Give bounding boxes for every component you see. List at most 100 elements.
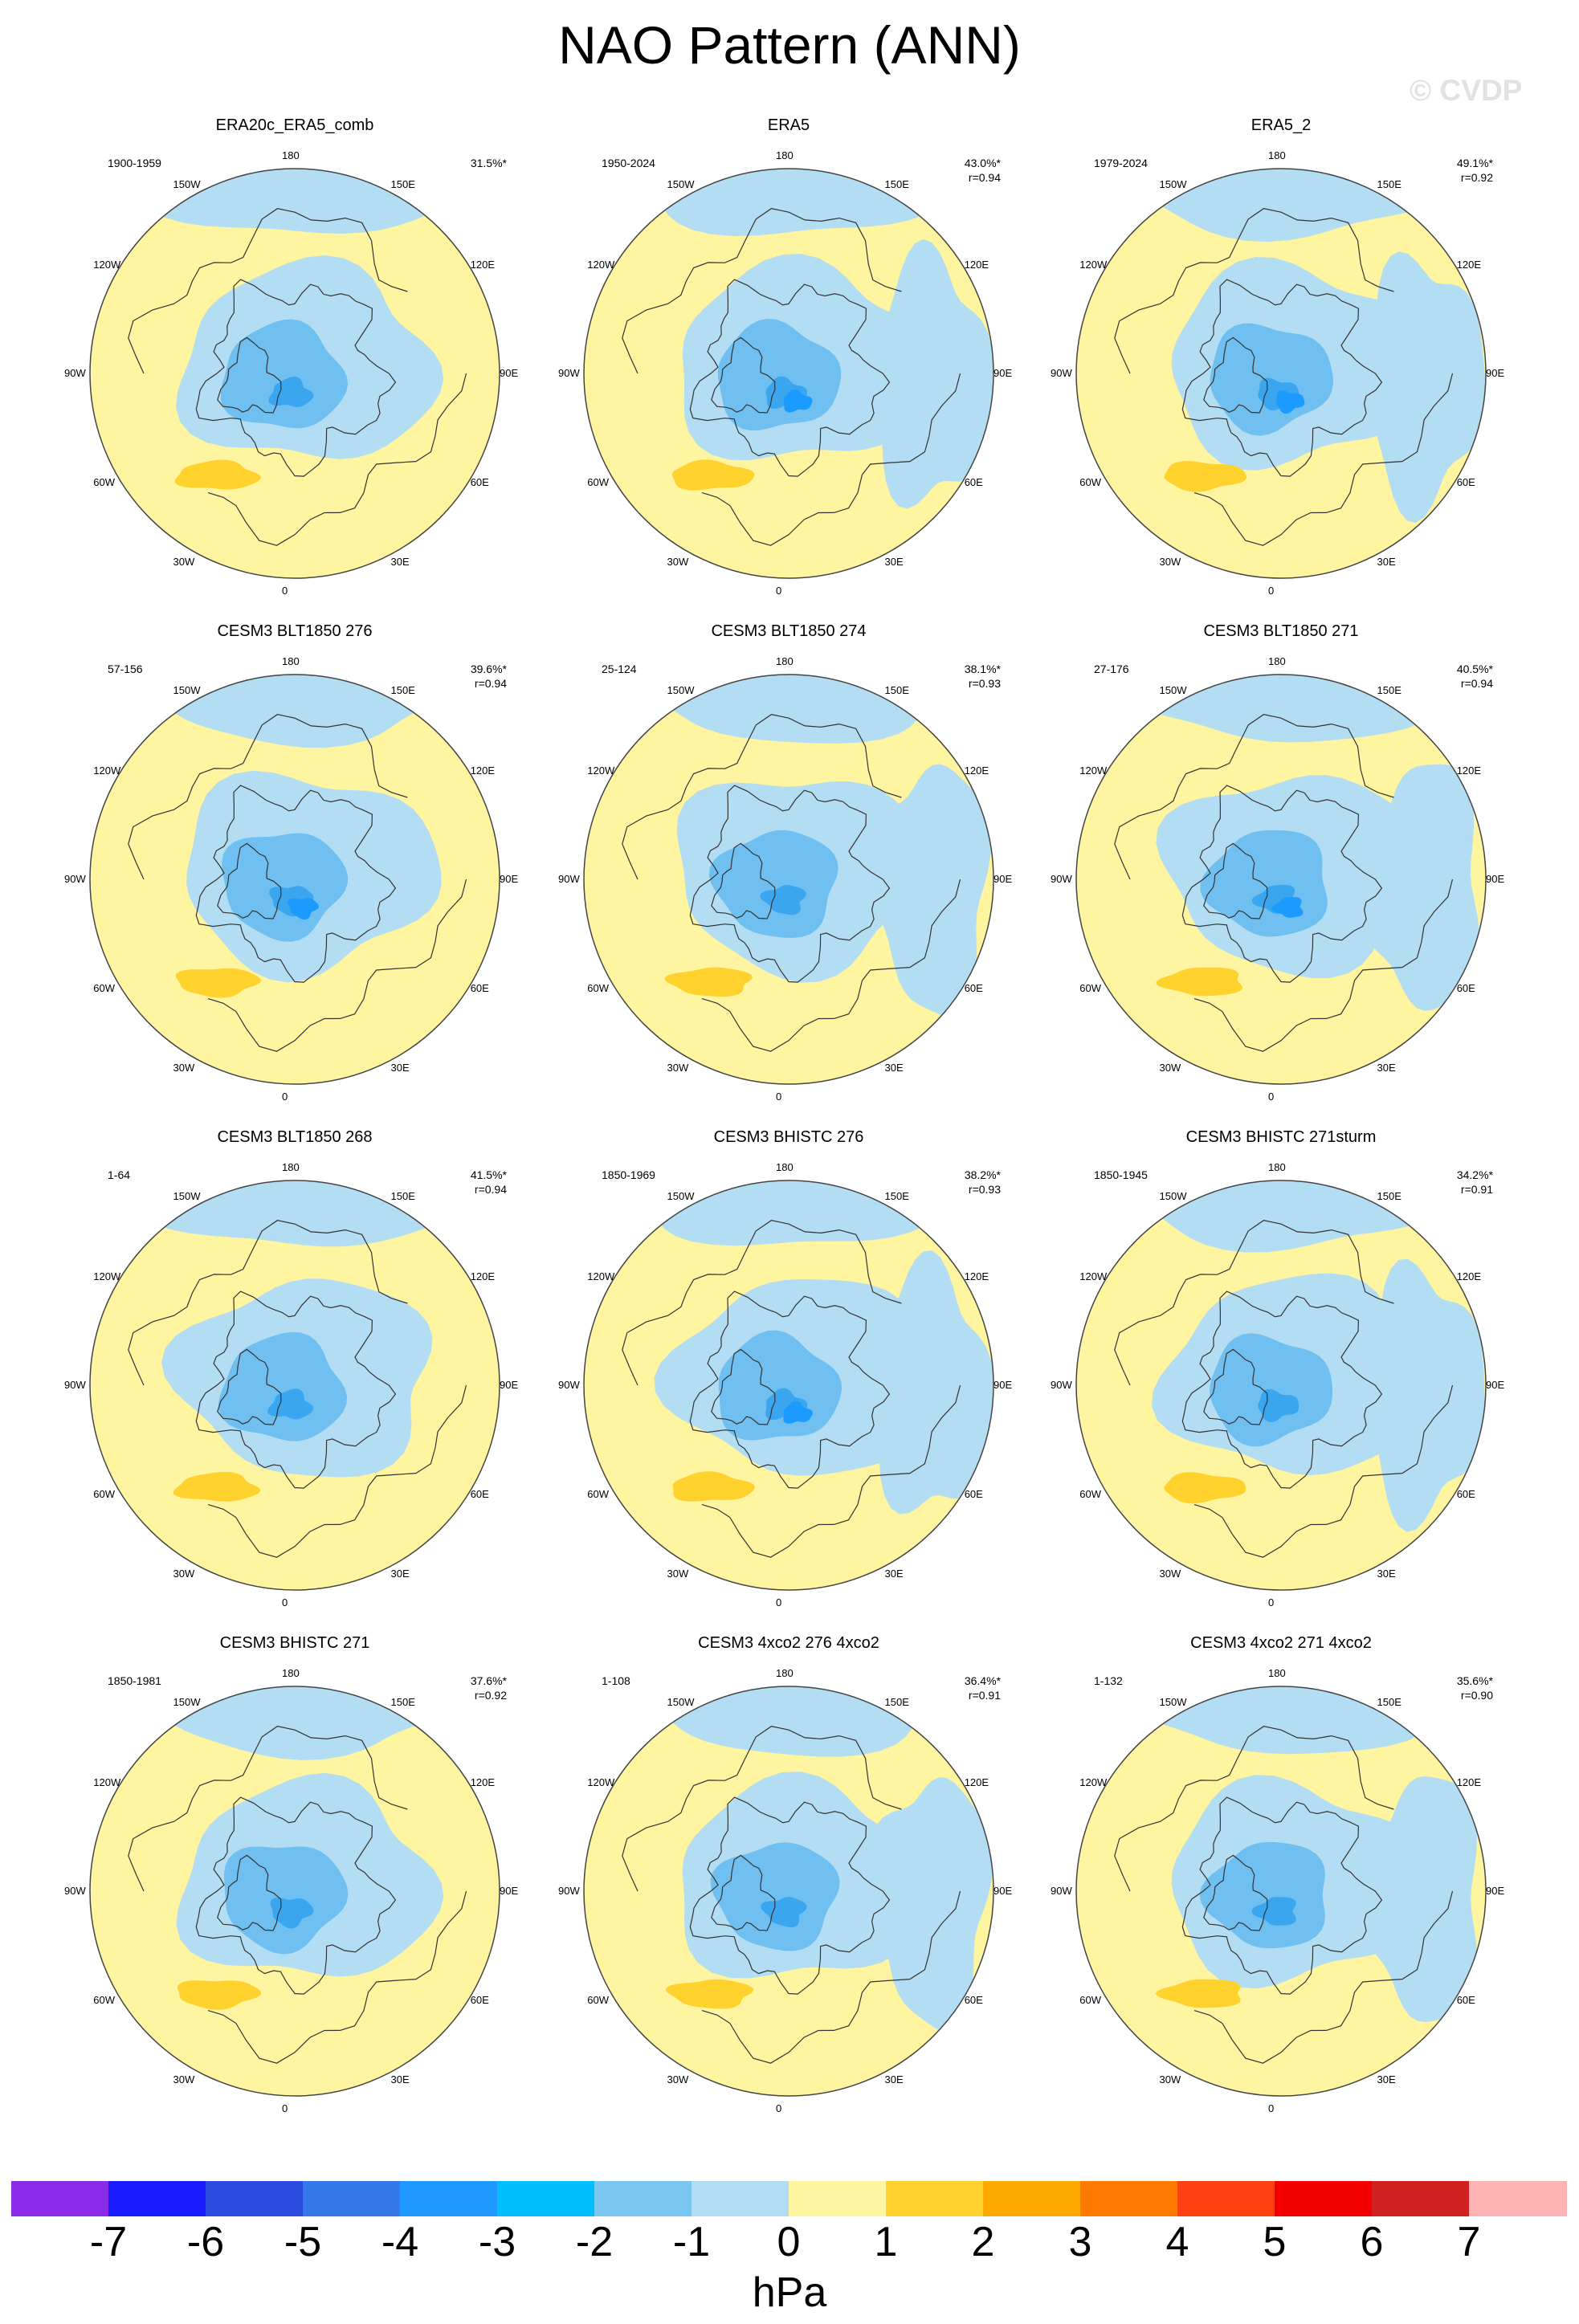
longitude-label: 0 bbox=[282, 1091, 288, 1103]
longitude-label: 150E bbox=[884, 178, 909, 191]
panel-correlation: r=0.92 bbox=[474, 1689, 507, 1702]
longitude-label: 120E bbox=[1456, 764, 1482, 777]
longitude-label: 90W bbox=[64, 873, 86, 885]
longitude-label: 0 bbox=[282, 585, 288, 597]
longitude-label: 180 bbox=[1268, 1161, 1286, 1173]
longitude-label: 120E bbox=[964, 764, 989, 777]
negative-anomaly-region bbox=[156, 1686, 467, 1760]
longitude-label: 150E bbox=[390, 1190, 415, 1203]
polar-map bbox=[1075, 674, 1487, 1085]
longitude-label: 60E bbox=[1456, 1993, 1475, 2006]
longitude-label: 120W bbox=[93, 764, 121, 777]
longitude-label: 30E bbox=[884, 555, 904, 568]
anomaly-minus3-region bbox=[267, 1388, 313, 1420]
colorbar-label: 2 bbox=[971, 2219, 995, 2265]
coastlines bbox=[622, 1726, 961, 2064]
colorbar-label: 6 bbox=[1360, 2219, 1384, 2265]
longitude-label: 60E bbox=[964, 1993, 983, 2006]
longitude-label: 180 bbox=[776, 1667, 794, 1679]
negative-anomaly-region bbox=[1117, 675, 1436, 743]
longitude-label: 150E bbox=[1377, 1696, 1402, 1709]
polar-map bbox=[1075, 168, 1487, 579]
colorbar-label: 3 bbox=[1068, 2219, 1092, 2265]
colorbar-label: -1 bbox=[672, 2219, 711, 2265]
longitude-label: 120E bbox=[470, 764, 496, 777]
anomaly-minus2-region bbox=[220, 319, 349, 429]
longitude-label: 150E bbox=[884, 684, 909, 697]
coastlines bbox=[1114, 208, 1454, 546]
longitude-label: 30E bbox=[884, 1567, 904, 1580]
longitude-label: 150W bbox=[1159, 178, 1187, 191]
longitude-label: 180 bbox=[1268, 149, 1286, 161]
longitude-label: 60W bbox=[1079, 475, 1102, 488]
colorbar-swatch bbox=[108, 2181, 206, 2216]
longitude-label: 0 bbox=[1268, 1596, 1275, 1608]
longitude-label: 150W bbox=[1159, 684, 1187, 697]
coastlines bbox=[1114, 1726, 1454, 2064]
longitude-label: 180 bbox=[776, 149, 794, 161]
longitude-label: 90W bbox=[64, 367, 86, 379]
panel-years: 1900-1959 bbox=[108, 157, 161, 169]
longitude-label: 120E bbox=[470, 1270, 496, 1282]
longitude-label: 150W bbox=[173, 178, 201, 191]
positive-anomaly-core bbox=[175, 968, 261, 998]
colorbar-label: -4 bbox=[381, 2219, 419, 2265]
negative-anomaly-region bbox=[1357, 764, 1480, 1011]
longitude-label: 30E bbox=[390, 2073, 410, 2085]
panel-correlation: r=0.90 bbox=[1460, 1689, 1493, 1702]
longitude-label: 0 bbox=[282, 2102, 288, 2114]
longitude-label: 30E bbox=[390, 555, 410, 568]
panel-title: ERA20c_ERA5_comb bbox=[215, 116, 374, 134]
longitude-label: 150W bbox=[173, 1190, 201, 1203]
watermark: © CVDP bbox=[1410, 74, 1523, 107]
panel-variance-explained: 38.2%* bbox=[964, 1168, 1001, 1181]
colorbar-label: -5 bbox=[284, 2219, 322, 2265]
longitude-label: 30W bbox=[667, 2073, 689, 2085]
anomaly-minus2-region bbox=[222, 833, 349, 942]
longitude-label: 60E bbox=[964, 1487, 983, 1500]
polar-map bbox=[89, 1686, 500, 2097]
colorbar-swatch bbox=[1469, 2181, 1567, 2216]
map-border bbox=[89, 674, 500, 1085]
panel-years: 25-124 bbox=[602, 663, 637, 675]
colorbar-swatch bbox=[1080, 2181, 1178, 2216]
panel-correlation: r=0.93 bbox=[968, 677, 1001, 690]
negative-anomaly-region bbox=[866, 764, 991, 1017]
longitude-label: 60E bbox=[470, 1487, 489, 1500]
colorbar-label: 5 bbox=[1263, 2219, 1287, 2265]
longitude-label: 0 bbox=[1268, 1091, 1275, 1103]
longitude-label: 60W bbox=[587, 1993, 610, 2006]
panel-variance-explained: 41.5%* bbox=[470, 1168, 507, 1181]
negative-anomaly-region bbox=[1141, 169, 1450, 243]
colorbar-swatch bbox=[400, 2181, 498, 2216]
colorbar-label: 4 bbox=[1165, 2219, 1189, 2265]
panel-correlation: r=0.94 bbox=[968, 171, 1001, 184]
longitude-label: 150W bbox=[173, 684, 201, 697]
longitude-label: 60W bbox=[587, 475, 610, 488]
panel-years: 1-108 bbox=[602, 1674, 630, 1687]
map-border bbox=[89, 168, 500, 579]
negative-anomaly-region bbox=[141, 1180, 464, 1247]
longitude-label: 60W bbox=[1079, 1993, 1102, 2006]
longitude-label: 180 bbox=[776, 655, 794, 667]
longitude-label: 150E bbox=[884, 1190, 909, 1203]
colorbar-swatch bbox=[1372, 2181, 1470, 2216]
polar-map bbox=[89, 1180, 500, 1591]
map-panel: CESM3 BLT1850 271 27-176 40.5%* r=0.94 180 15… bbox=[1040, 622, 1522, 1120]
panel-correlation: r=0.94 bbox=[1460, 677, 1493, 690]
polar-map bbox=[89, 674, 500, 1085]
map-border bbox=[1075, 168, 1487, 579]
map-border bbox=[583, 1686, 994, 2097]
panel-variance-explained: 34.2%* bbox=[1456, 1168, 1493, 1181]
negative-anomaly-region bbox=[651, 1180, 960, 1246]
longitude-label: 30E bbox=[884, 1061, 904, 1074]
longitude-label: 30W bbox=[1159, 1567, 1181, 1580]
coastlines bbox=[622, 714, 961, 1052]
longitude-label: 30W bbox=[1159, 555, 1181, 568]
panel-variance-explained: 31.5%* bbox=[470, 157, 507, 169]
anomaly-minus3-region bbox=[760, 885, 806, 915]
longitude-label: 30E bbox=[1377, 2073, 1396, 2085]
colorbar-swatch bbox=[1177, 2181, 1275, 2216]
polar-map bbox=[583, 168, 994, 579]
